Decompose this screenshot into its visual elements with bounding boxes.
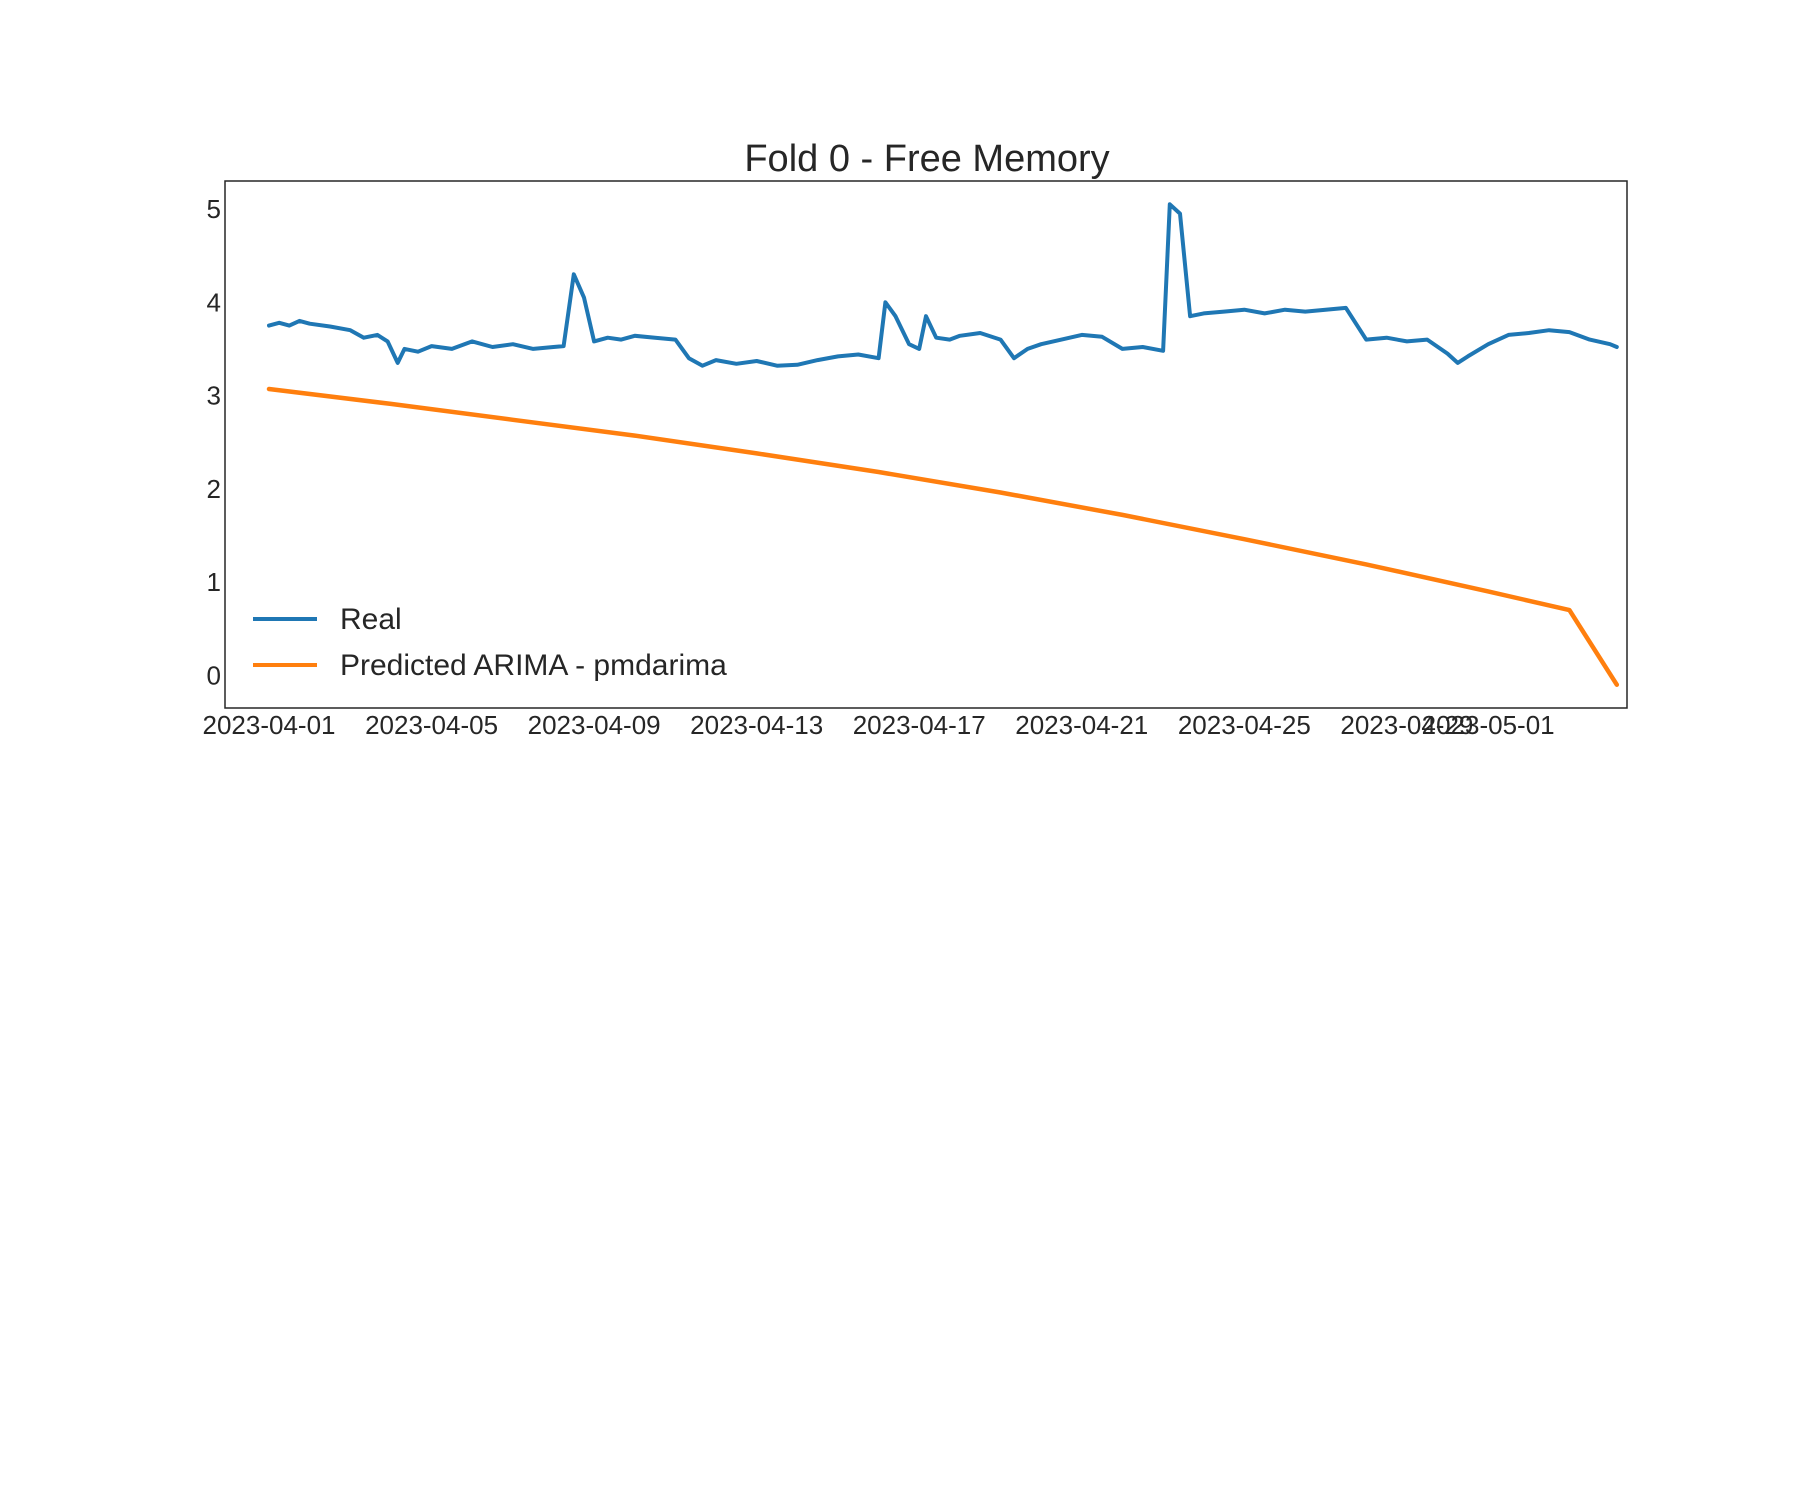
x-axis-tick-labels: 2023-04-01 2023-04-05 2023-04-09 2023-04-13… [203, 710, 1555, 740]
y-tick-label: 2 [207, 474, 221, 504]
x-tick-label: 2023-04-17 [853, 710, 986, 740]
y-axis-tick-labels: 0 1 2 3 4 5 [207, 194, 221, 690]
x-tick-label: 2023-04-25 [1178, 710, 1311, 740]
legend: Real Predicted ARIMA - pmdarima [253, 603, 727, 682]
plot-area-frame [224, 180, 1628, 709]
x-tick-label: 2023-04-13 [690, 710, 823, 740]
y-tick-label: 1 [207, 567, 221, 597]
legend-label: Real [340, 603, 402, 636]
y-tick-label: 5 [207, 194, 221, 224]
x-tick-label: 2023-04-21 [1015, 710, 1148, 740]
series-line-real [267, 202, 1619, 368]
x-tick-label: 2023-04-09 [528, 710, 661, 740]
x-tick-label: 2023-04-01 [203, 710, 336, 740]
y-tick-label: 0 [207, 660, 221, 690]
y-tick-label: 4 [207, 287, 221, 317]
x-tick-label: 2023-04-29 [1340, 710, 1473, 740]
series-lines [266, 202, 1620, 687]
series-line-predicted [266, 386, 1620, 687]
legend-label: Predicted ARIMA - pmdarima [340, 649, 727, 682]
x-tick-label: 2023-04-05 [365, 710, 498, 740]
chart-title: Fold 0 - Free Memory [744, 138, 1109, 180]
x-tick-label: 2023-05-01 [1422, 710, 1555, 740]
y-tick-label: 3 [207, 381, 221, 411]
